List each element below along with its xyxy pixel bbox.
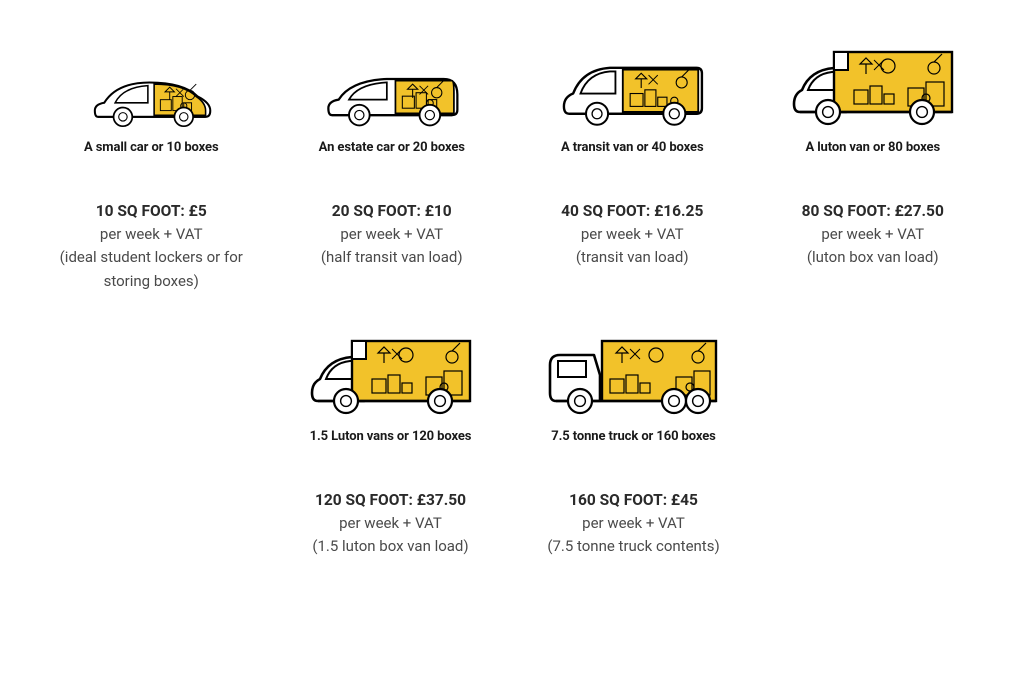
storage-card-luton-van-1-5: 1.5 Luton vans or 120 boxes 120 SQ FOOT: …	[278, 333, 503, 559]
price-block: 10 SQ FOOT: £5per week + VAT(ideal stude…	[40, 199, 263, 293]
price-headline: 20 SQ FOOT: £10	[321, 199, 463, 223]
vehicle-caption: A luton van or 80 boxes	[805, 140, 940, 155]
vehicle-caption: An estate car or 20 boxes	[319, 140, 465, 155]
grid-row: 1.5 Luton vans or 120 boxes 120 SQ FOOT: …	[40, 333, 984, 559]
storage-price-grid: A small car or 10 boxes10 SQ FOOT: £5per…	[0, 0, 1024, 673]
luton-van-icon	[793, 44, 953, 134]
price-block: 20 SQ FOOT: £10per week + VAT(half trans…	[321, 199, 463, 270]
transit-van-icon	[552, 44, 712, 134]
price-suffix: per week + VAT	[40, 223, 263, 246]
load-notes: (7.5 tonne truck contents)	[547, 535, 719, 558]
price-block: 160 SQ FOOT: £45per week + VAT(7.5 tonne…	[547, 488, 719, 559]
price-suffix: per week + VAT	[547, 512, 719, 535]
price-headline: 40 SQ FOOT: £16.25	[561, 199, 703, 223]
luton-van-icon	[311, 333, 471, 423]
storage-card-luton-van: A luton van or 80 boxes 80 SQ FOOT: £27.5…	[762, 44, 985, 293]
vehicle-caption: A transit van or 40 boxes	[561, 140, 704, 155]
price-suffix: per week + VAT	[312, 512, 468, 535]
storage-card-transit-van: A transit van or 40 boxes 40 SQ FOOT: £16…	[521, 44, 744, 293]
truck-icon	[554, 333, 714, 423]
load-notes: (1.5 luton box van load)	[312, 535, 468, 558]
load-notes: (transit van load)	[561, 246, 703, 269]
load-notes: (ideal student lockers or for storing bo…	[40, 246, 263, 293]
load-notes: (half transit van load)	[321, 246, 463, 269]
price-headline: 10 SQ FOOT: £5	[40, 199, 263, 223]
price-block: 120 SQ FOOT: £37.50per week + VAT(1.5 lu…	[312, 488, 468, 559]
price-suffix: per week + VAT	[802, 223, 944, 246]
price-headline: 80 SQ FOOT: £27.50	[802, 199, 944, 223]
storage-card-estate-car: An estate car or 20 boxes 20 SQ FOOT: £10…	[281, 44, 504, 293]
vehicle-caption: 7.5 tonne truck or 160 boxes	[551, 429, 716, 444]
vehicle-caption: 1.5 Luton vans or 120 boxes	[310, 429, 472, 444]
price-block: 40 SQ FOOT: £16.25per week + VAT(transit…	[561, 199, 703, 270]
estate-car-icon	[312, 44, 472, 134]
load-notes: (luton box van load)	[802, 246, 944, 269]
price-suffix: per week + VAT	[321, 223, 463, 246]
price-headline: 120 SQ FOOT: £37.50	[312, 488, 468, 512]
storage-card-truck-7-5t: 7.5 tonne truck or 160 boxes 160 SQ FOOT:…	[521, 333, 746, 559]
vehicle-caption: A small car or 10 boxes	[84, 140, 219, 155]
storage-card-small-car: A small car or 10 boxes 10 SQ FOOT: £5per…	[40, 44, 263, 293]
grid-row: A small car or 10 boxes10 SQ FOOT: £5per…	[40, 44, 984, 293]
price-headline: 160 SQ FOOT: £45	[547, 488, 719, 512]
price-suffix: per week + VAT	[561, 223, 703, 246]
price-block: 80 SQ FOOT: £27.50per week + VAT(luton b…	[802, 199, 944, 270]
small-car-icon	[71, 44, 231, 134]
